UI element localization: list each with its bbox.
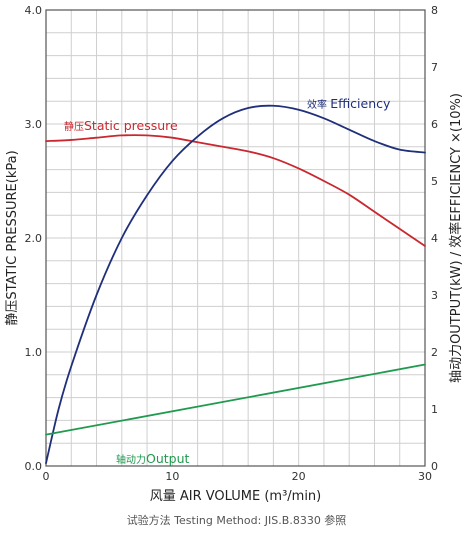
data-series [45, 104, 426, 465]
x-tick-label: 10 [165, 470, 179, 483]
series-label-main: Efficiency [330, 96, 391, 111]
right-y-tick-label: 0 [431, 460, 438, 473]
left-y-tick-label: 2.0 [25, 232, 43, 245]
x-tick-label: 30 [418, 470, 432, 483]
tick-labels: 0 10 20 30 0.0 1.0 2.0 3.0 4.0 0 1 2 3 4 5 6 7 8 [25, 4, 439, 483]
x-axis-title: 风量 AIR VOLUME (m³/min) [150, 489, 322, 504]
static-pressure-line [45, 134, 426, 247]
series-label-prefix: 效率 [307, 98, 330, 111]
right-y-tick-label: 5 [431, 175, 438, 188]
plot-border [45, 9, 426, 467]
static-pressure-label: 静压Static pressure [64, 118, 178, 133]
series-label-main: Output [146, 451, 190, 466]
series-labels: 静压Static pressure 效率 Efficiency 轴动力Output [64, 96, 391, 466]
efficiency-label: 效率 Efficiency [307, 96, 391, 111]
right-y-tick-label: 6 [431, 118, 438, 131]
x-tick-label: 0 [43, 470, 50, 483]
series-label-prefix: 静压 [64, 120, 84, 133]
plot-frame [45, 9, 426, 467]
testing-method-note: 试验方法 Testing Method: JIS.B.8330 参照 [126, 514, 347, 527]
efficiency-line [45, 104, 426, 465]
right-y-tick-label: 3 [431, 289, 438, 302]
grid [46, 10, 425, 466]
right-y-axis-title: 轴动力OUTPUT(kW) / 效率EFFICIENCY ×(10%) [448, 93, 464, 383]
right-y-tick-label: 4 [431, 232, 438, 245]
output-label: 轴动力Output [116, 451, 190, 466]
axis-titles: 风量 AIR VOLUME (m³/min) 静压STATIC PRESSURE(… [5, 93, 464, 504]
right-y-tick-label: 7 [431, 61, 438, 74]
left-y-tick-label: 1.0 [25, 346, 43, 359]
output-line [45, 363, 426, 436]
x-tick-label: 20 [292, 470, 306, 483]
fan-performance-chart: 0 10 20 30 0.0 1.0 2.0 3.0 4.0 0 1 2 3 4 5 6 7 8 静压Static… [5, 4, 464, 504]
left-y-axis-title: 静压STATIC PRESSURE(kPa) [5, 150, 20, 325]
left-y-tick-label: 0.0 [25, 460, 43, 473]
right-y-tick-label: 2 [431, 346, 438, 359]
series-label-main: Static pressure [84, 118, 178, 133]
left-y-tick-label: 3.0 [25, 118, 43, 131]
series-label-prefix: 轴动力 [116, 453, 146, 466]
right-y-tick-label: 1 [431, 403, 438, 416]
right-y-tick-label: 8 [431, 4, 438, 17]
left-y-tick-label: 4.0 [25, 4, 43, 17]
